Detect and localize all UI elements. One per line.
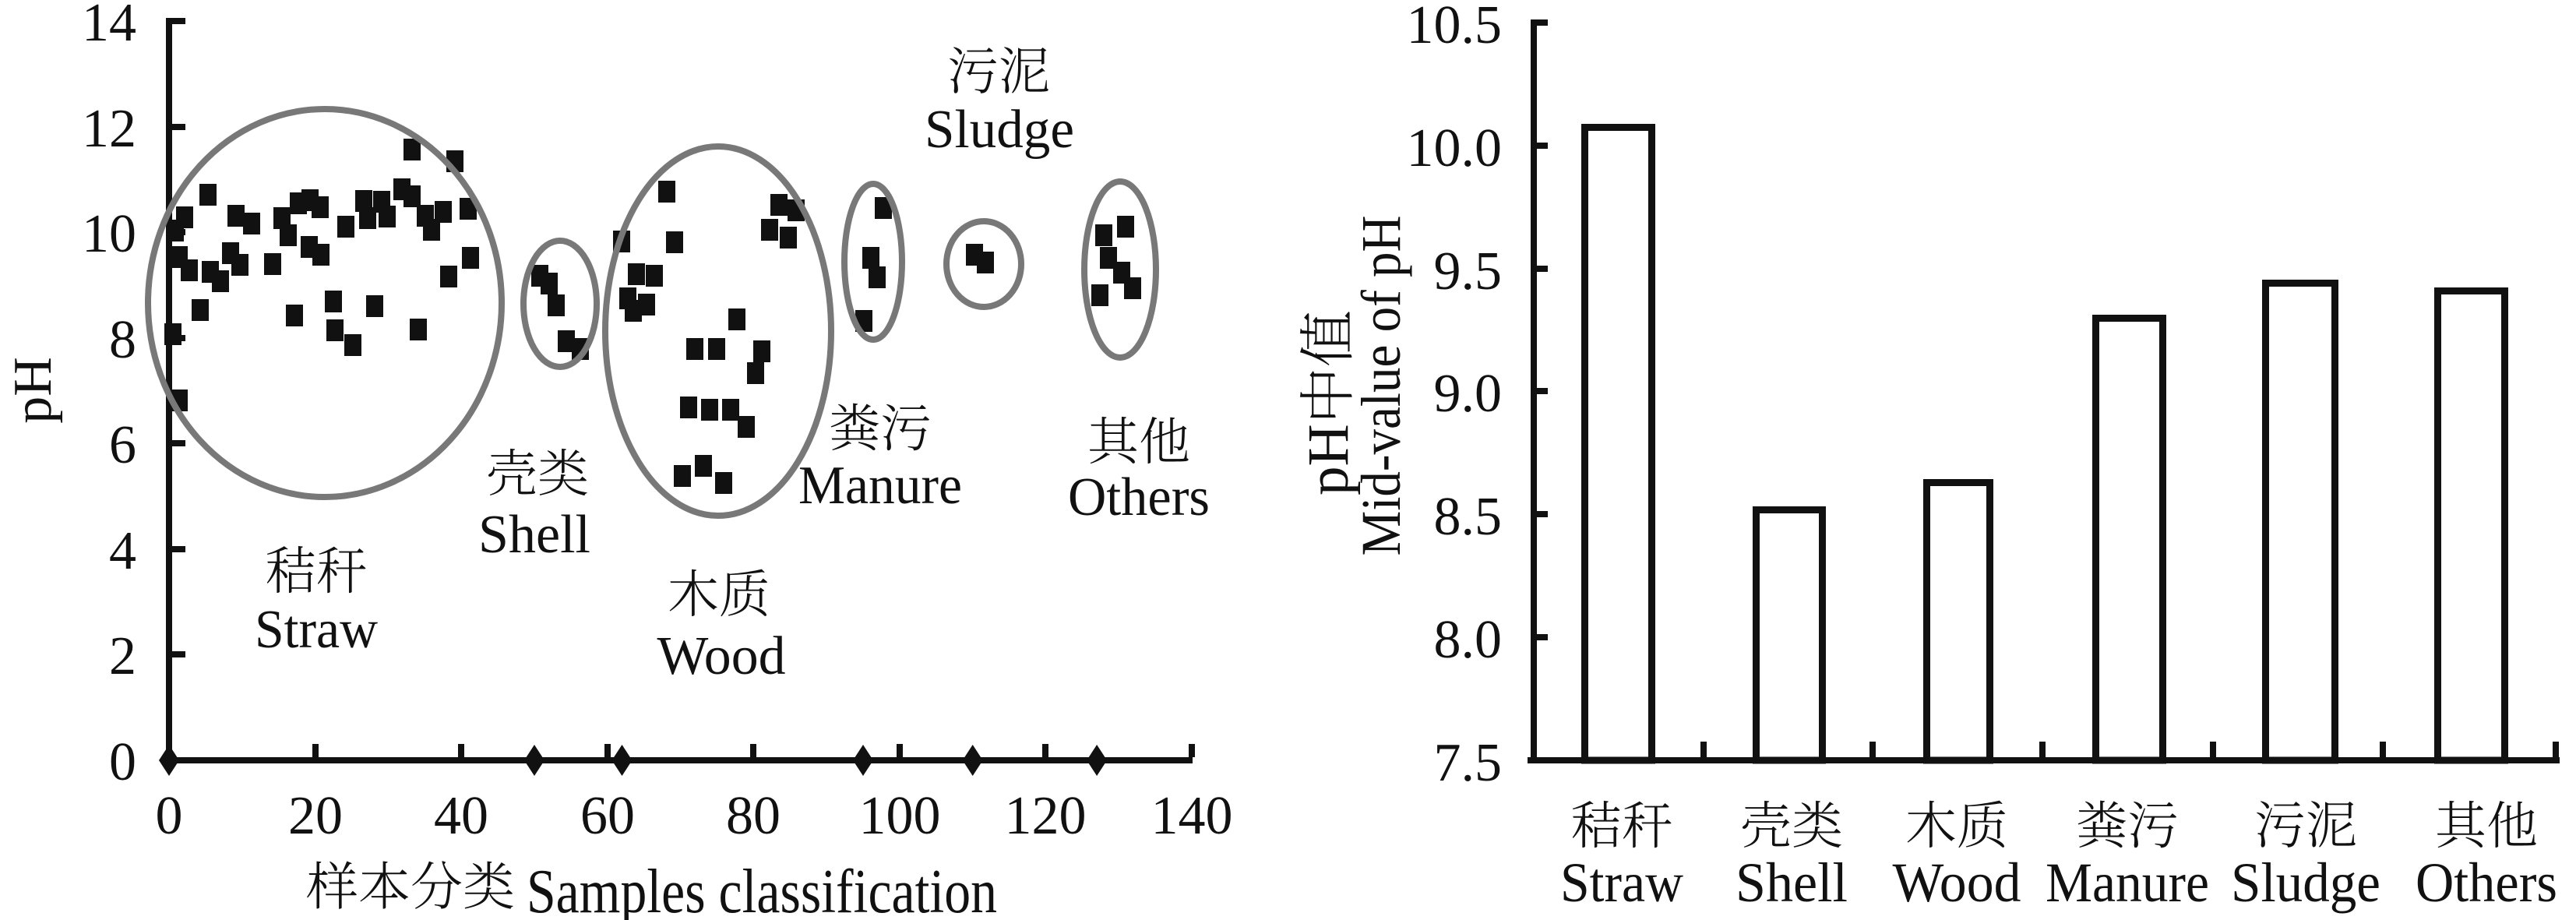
svg-text:pH: pH bbox=[1296, 424, 1361, 495]
svg-text:Wood: Wood bbox=[657, 626, 786, 686]
svg-text:Straw: Straw bbox=[1560, 851, 1683, 914]
svg-text:4: 4 bbox=[109, 521, 136, 581]
svg-text:Sludge: Sludge bbox=[925, 100, 1074, 160]
svg-text:0: 0 bbox=[156, 786, 183, 846]
svg-text:Shell: Shell bbox=[478, 505, 590, 565]
svg-text:8.5: 8.5 bbox=[1434, 487, 1503, 547]
svg-text:Mid-value of pH: Mid-value of pH bbox=[1350, 216, 1412, 556]
svg-text:Others: Others bbox=[1068, 467, 1210, 527]
svg-text:100: 100 bbox=[859, 786, 941, 846]
svg-text:12: 12 bbox=[82, 99, 136, 159]
svg-text:8.0: 8.0 bbox=[1434, 610, 1503, 670]
svg-text:9.0: 9.0 bbox=[1434, 364, 1503, 424]
svg-text:80: 80 bbox=[726, 786, 781, 846]
svg-text:Straw: Straw bbox=[255, 600, 378, 660]
svg-text:14: 14 bbox=[82, 0, 136, 53]
svg-text:7.5: 7.5 bbox=[1434, 733, 1503, 793]
svg-text:pH: pH bbox=[3, 357, 63, 424]
svg-text:Others: Others bbox=[2416, 851, 2557, 914]
svg-text:Samples classification: Samples classification bbox=[527, 858, 997, 920]
svg-text:9.5: 9.5 bbox=[1434, 241, 1503, 301]
svg-text:8: 8 bbox=[109, 310, 136, 370]
svg-text:Wood: Wood bbox=[1893, 851, 2021, 914]
svg-text:10.0: 10.0 bbox=[1407, 118, 1503, 178]
svg-text:Manure: Manure bbox=[798, 456, 962, 516]
svg-text:2: 2 bbox=[109, 626, 136, 686]
svg-text:60: 60 bbox=[580, 786, 635, 846]
svg-text:Sludge: Sludge bbox=[2231, 851, 2380, 914]
svg-text:6: 6 bbox=[109, 415, 136, 475]
svg-text:140: 140 bbox=[1151, 786, 1233, 846]
svg-text:20: 20 bbox=[288, 786, 343, 846]
svg-text:Shell: Shell bbox=[1736, 851, 1848, 914]
svg-text:120: 120 bbox=[1005, 786, 1087, 846]
svg-text:Manure: Manure bbox=[2046, 851, 2209, 914]
svg-text:0: 0 bbox=[109, 732, 136, 792]
svg-text:10: 10 bbox=[82, 204, 136, 264]
svg-text:10.5: 10.5 bbox=[1407, 0, 1503, 55]
svg-text:40: 40 bbox=[434, 786, 488, 846]
